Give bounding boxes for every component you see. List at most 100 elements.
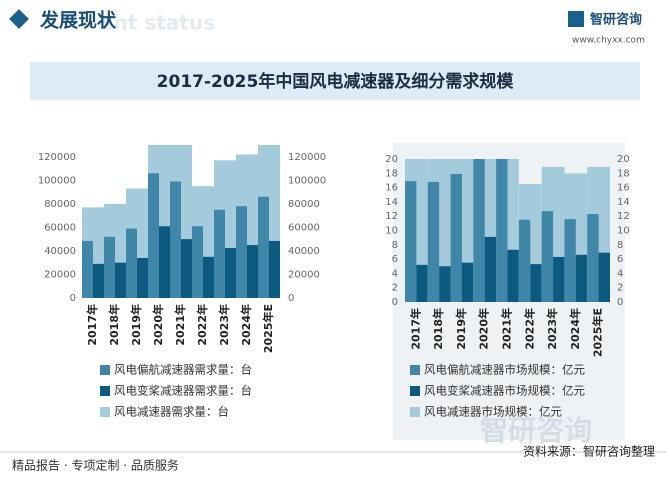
bar <box>473 159 485 302</box>
bar <box>507 249 519 302</box>
y-tick-label: 10 <box>385 226 398 237</box>
y2-tick-label: 10 <box>617 226 630 237</box>
bar <box>427 181 440 302</box>
x-tick-label: 2025年E <box>261 304 275 353</box>
bar <box>170 181 181 298</box>
legend-swatch <box>410 365 420 375</box>
y-tick-label: 20 <box>385 154 398 165</box>
bar <box>225 247 236 298</box>
bar <box>82 240 93 298</box>
bar <box>530 264 542 302</box>
bar <box>137 257 148 298</box>
legend-label: 风电减速器市场规模：亿元 <box>424 405 562 419</box>
y-tick-label: 8 <box>392 240 398 251</box>
y2-tick-label: 18 <box>617 168 630 179</box>
bar <box>575 254 588 302</box>
bar <box>126 228 137 298</box>
y2-tick-label: 60000 <box>288 222 320 233</box>
header-icon <box>9 9 29 29</box>
y-tick-label: 20000 <box>44 269 76 280</box>
footer-left: 精品报告 · 专项定制 · 品质服务 <box>12 458 179 473</box>
bar <box>553 256 565 302</box>
x-tick-label: 2018年 <box>107 304 121 346</box>
chart-title: 2017-2025年中国风电减速器及细分需求规模 <box>157 71 515 92</box>
legend-label: 风电偏航减速器需求量：台 <box>114 363 252 377</box>
bar <box>115 262 126 298</box>
x-tick-label: 2020年 <box>477 308 491 350</box>
y2-tick-label: 20 <box>617 154 630 165</box>
bar <box>461 262 474 302</box>
y2-tick-label: 100000 <box>288 175 326 186</box>
bar <box>93 263 104 298</box>
source: 资料来源：智研咨询整理 <box>523 444 655 459</box>
y-tick-label: 60000 <box>44 222 76 233</box>
bar <box>159 226 170 298</box>
y-tick-label: 6 <box>392 254 398 265</box>
legend-label: 风电减速器需求量：台 <box>114 405 229 419</box>
bar <box>104 236 115 298</box>
bar <box>416 264 428 302</box>
y-tick-label: 4 <box>392 268 398 279</box>
legend-swatch <box>410 386 420 396</box>
legend-swatch <box>100 386 110 396</box>
x-tick-label: 2022年 <box>195 304 209 346</box>
x-tick-label: 2025年E <box>591 308 605 357</box>
bar <box>214 209 225 298</box>
legend-label: 风电变桨减速器市场规模：亿元 <box>424 384 585 398</box>
x-tick-label: 2021年 <box>500 308 514 350</box>
bar <box>450 174 462 302</box>
bar <box>496 159 508 302</box>
y2-tick-label: 0 <box>617 297 623 308</box>
bar <box>269 240 280 298</box>
y2-tick-label: 12 <box>617 211 630 222</box>
bar <box>192 226 203 298</box>
y-tick-label: 2 <box>392 283 398 294</box>
bar <box>405 181 417 302</box>
bar <box>541 211 554 302</box>
bar <box>439 266 451 302</box>
legend-swatch <box>410 407 420 417</box>
bar <box>518 219 531 302</box>
x-tick-label: 2018年 <box>431 308 445 350</box>
legend-label: 风电变桨减速器需求量：台 <box>114 384 252 398</box>
bar <box>598 252 610 302</box>
y-tick-label: 0 <box>70 293 76 304</box>
bar <box>587 214 599 302</box>
header-watermark: ent status <box>100 11 215 35</box>
bar <box>148 173 159 298</box>
bar <box>203 256 214 298</box>
logo-url: www.chyxx.com <box>572 36 645 46</box>
x-tick-label: 2023年 <box>217 304 231 346</box>
bar <box>258 196 269 298</box>
x-tick-label: 2019年 <box>454 308 468 350</box>
bar <box>247 245 258 298</box>
y-tick-label: 14 <box>385 197 398 208</box>
x-tick-label: 2017年 <box>408 308 422 350</box>
legend-swatch <box>100 365 110 375</box>
y-tick-label: 100000 <box>38 175 76 186</box>
y-tick-label: 18 <box>385 168 398 179</box>
y2-tick-label: 2 <box>617 283 623 294</box>
y-tick-label: 0 <box>392 297 398 308</box>
x-tick-label: 2024年 <box>239 304 253 346</box>
bar <box>181 239 192 298</box>
bar <box>564 219 576 302</box>
y2-tick-label: 16 <box>617 183 630 194</box>
y2-tick-label: 4 <box>617 268 623 279</box>
x-tick-label: 2022年 <box>522 308 536 350</box>
bar <box>236 206 247 298</box>
header-title: 发展现状 <box>39 9 117 32</box>
title-banner <box>30 62 640 100</box>
y2-tick-label: 40000 <box>288 246 320 257</box>
legend-label: 风电偏航减速器市场规模：亿元 <box>424 363 585 377</box>
y2-tick-label: 6 <box>617 254 623 265</box>
x-tick-label: 2017年 <box>85 304 99 346</box>
y-tick-label: 120000 <box>38 152 76 163</box>
x-tick-label: 2023年 <box>545 308 559 350</box>
y-tick-label: 40000 <box>44 246 76 257</box>
y-tick-label: 12 <box>385 211 398 222</box>
y2-tick-label: 0 <box>288 293 294 304</box>
y2-tick-label: 20000 <box>288 269 320 280</box>
x-tick-label: 2020年 <box>151 304 165 346</box>
